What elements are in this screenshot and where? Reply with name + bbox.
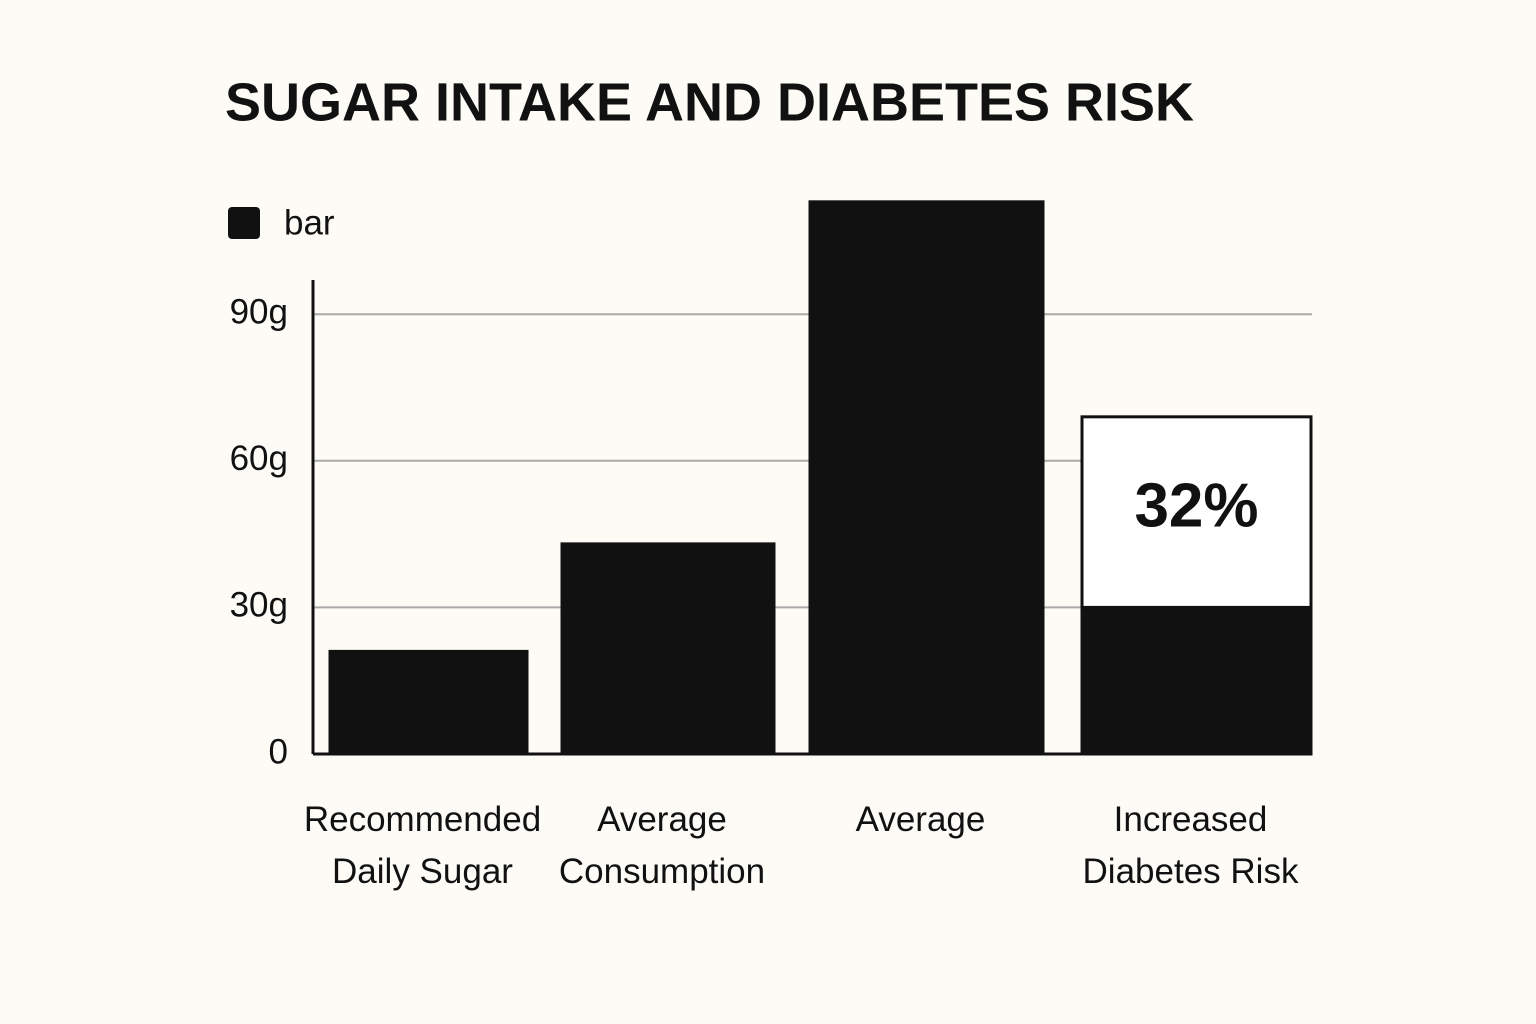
y-tick-label: 0 [269,732,288,771]
x-tick-label: Average Consumption [558,800,766,891]
bar [560,542,776,756]
legend-label: bar [284,203,335,242]
annotation: 32% [1134,471,1258,540]
x-tick-label: Average [855,800,986,839]
x-tick-label: Recommended Daily Sugar [303,800,542,891]
bar [328,649,529,756]
y-tick-label: 30g [230,586,288,625]
bar [808,200,1045,756]
bar [1080,415,1313,609]
y-tick-label: 60g [230,439,288,478]
bar [1080,605,1313,756]
y-tick-label: 90g [230,292,288,331]
x-tick-label: Increased Diabetes Risk [1082,800,1299,891]
chart-title: SUGAR INTAKE AND DIABETES RISK [225,72,1194,132]
legend-swatch [228,207,260,239]
